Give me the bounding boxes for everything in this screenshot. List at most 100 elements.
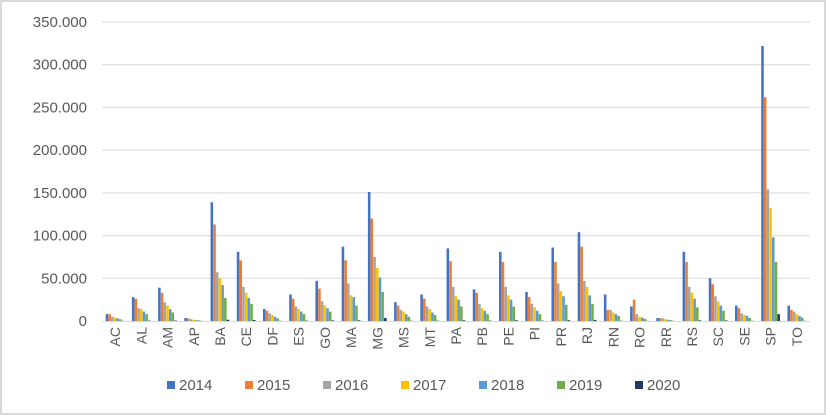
bar-2014-SP xyxy=(761,45,764,322)
legend-label: 2016 xyxy=(335,377,368,394)
bar-2014-BA xyxy=(210,202,214,321)
bar-2017-MA xyxy=(349,295,353,321)
bar-2018-RS xyxy=(693,298,696,321)
bar-2019-RO xyxy=(643,318,647,321)
bar-2017-CE xyxy=(244,292,248,321)
bar-2019-PE xyxy=(512,306,516,321)
bar-2014-RR xyxy=(656,318,659,321)
bar-2017-PB xyxy=(480,308,484,321)
x-category-label: ES xyxy=(291,327,307,346)
bar-2017-RS xyxy=(690,292,694,321)
x-category-label: AL xyxy=(133,327,149,344)
bar-2017-PI xyxy=(533,307,536,321)
legend-label: 2018 xyxy=(491,377,524,394)
bar-2014-CE xyxy=(236,251,240,321)
bar-2014-SC xyxy=(708,278,712,321)
bar-2016-GO xyxy=(320,301,324,321)
bar-2020-RJ xyxy=(593,319,597,321)
x-category-label: AC xyxy=(107,327,123,346)
bar-2018-MT xyxy=(431,312,434,321)
x-category-label: PR xyxy=(553,327,569,346)
bar-2020-CE xyxy=(252,319,256,321)
bar-2016-PB xyxy=(478,303,481,321)
x-axis-category-labels: AC AL AM AP BA CE DF ES GO MA MG MS MT PA PB PE PI PR RJ RN… xyxy=(107,326,805,349)
bar-2017-PR xyxy=(559,291,563,321)
bar-2014-RO xyxy=(630,306,633,321)
bar-2014-AP xyxy=(184,318,187,321)
legend-swatch-2018 xyxy=(479,381,487,389)
bar-2014-RN xyxy=(603,294,607,321)
bar-2017-SC xyxy=(716,301,720,321)
bar-2016-BA xyxy=(215,272,219,321)
x-category-label: RR xyxy=(658,327,674,347)
bars xyxy=(105,45,807,322)
bar-2018-PA xyxy=(457,299,460,321)
x-category-label: TO xyxy=(789,327,805,346)
bar-2016-MG xyxy=(373,256,376,321)
bar-2015-BA xyxy=(213,224,216,321)
bar-2015-RJ xyxy=(580,246,583,321)
legend-label: 2017 xyxy=(413,377,446,394)
y-tick-label: 50.000 xyxy=(41,270,87,287)
bar-2016-MA xyxy=(347,283,350,321)
bar-2020-MA xyxy=(357,320,361,321)
bar-2019-RN xyxy=(617,315,620,321)
x-category-label: SC xyxy=(710,327,726,346)
bar-2016-PE xyxy=(504,286,507,321)
bar-2019-RS xyxy=(696,307,699,321)
bar-2016-CE xyxy=(242,286,245,321)
legend-label: 2020 xyxy=(647,377,680,394)
bar-2015-SE xyxy=(737,308,741,321)
bar-2020-PR xyxy=(567,320,571,321)
x-category-label: MA xyxy=(343,326,359,348)
bar-2015-SP xyxy=(763,97,767,322)
x-category-label: AP xyxy=(186,327,202,346)
bar-2017-RR xyxy=(664,319,667,321)
x-category-label: PI xyxy=(527,327,543,340)
bar-2015-ES xyxy=(291,298,295,321)
bar-2017-SP xyxy=(769,208,772,321)
bar-2015-RS xyxy=(685,262,688,321)
bar-2016-TO xyxy=(792,311,796,321)
bar-2020-BA xyxy=(226,319,230,321)
bar-2019-MA xyxy=(355,305,358,321)
bar-2019-RJ xyxy=(591,303,594,321)
bar-2016-RS xyxy=(687,286,691,321)
bar-2018-PB xyxy=(483,310,487,321)
bar-2016-SC xyxy=(714,296,717,321)
bar-2016-PA xyxy=(451,286,455,321)
legend-swatch-2015 xyxy=(245,381,253,389)
bar-2019-SP xyxy=(774,262,778,321)
x-category-label: SP xyxy=(763,327,779,346)
bar-2018-SP xyxy=(772,237,775,321)
bar-2019-GO xyxy=(328,311,332,321)
bar-2020-PE xyxy=(515,320,518,321)
bar-2018-RJ xyxy=(588,295,592,321)
legend-label: 2019 xyxy=(569,377,602,394)
bar-2016-RJ xyxy=(583,280,586,321)
bar-2016-PR xyxy=(556,283,560,321)
bar-2017-MT xyxy=(428,309,431,321)
bar-2016-RO xyxy=(635,314,639,321)
bar-2014-RS xyxy=(682,251,686,321)
bar-2016-SE xyxy=(740,313,743,321)
bar-2019-SE xyxy=(748,318,752,321)
bar-2014-PE xyxy=(499,251,502,321)
x-category-label: MT xyxy=(422,327,438,348)
bar-2018-SC xyxy=(719,305,723,321)
bar-2014-MA xyxy=(341,246,345,321)
bar-2018-PE xyxy=(509,299,513,321)
bar-2019-MT xyxy=(433,315,437,321)
bar-2019-DF xyxy=(276,318,280,321)
bar-2015-GO xyxy=(318,288,321,321)
bar-2018-AM xyxy=(168,309,172,321)
bar-2019-ES xyxy=(302,314,306,321)
gridlines xyxy=(102,21,810,279)
bar-2019-AM xyxy=(171,312,175,321)
bar-2018-AC xyxy=(116,318,120,321)
bar-2014-SE xyxy=(735,305,738,321)
x-category-label: RO xyxy=(632,327,648,348)
bar-2017-PA xyxy=(454,296,458,321)
bar-2014-AM xyxy=(158,287,161,321)
